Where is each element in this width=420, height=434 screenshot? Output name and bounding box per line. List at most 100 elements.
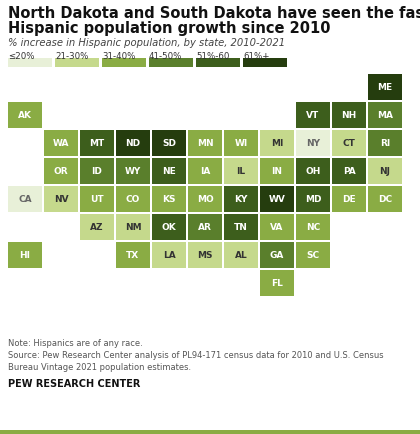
Bar bbox=[80, 158, 114, 184]
Bar bbox=[260, 158, 294, 184]
Bar bbox=[296, 130, 330, 156]
Text: ≤20%: ≤20% bbox=[8, 52, 34, 61]
Text: % increase in Hispanic population, by state, 2010-2021: % increase in Hispanic population, by st… bbox=[8, 38, 285, 48]
Text: WI: WI bbox=[234, 138, 248, 148]
Text: IA: IA bbox=[200, 167, 210, 175]
Text: 51%-60: 51%-60 bbox=[196, 52, 229, 61]
Bar bbox=[260, 130, 294, 156]
Bar bbox=[8, 242, 42, 268]
Text: NE: NE bbox=[162, 167, 176, 175]
Text: KS: KS bbox=[162, 194, 176, 204]
Bar bbox=[188, 214, 222, 240]
Text: MA: MA bbox=[377, 111, 393, 119]
Bar bbox=[8, 58, 52, 67]
Text: AL: AL bbox=[235, 250, 247, 260]
Bar bbox=[80, 214, 114, 240]
Text: ID: ID bbox=[92, 167, 102, 175]
Text: NH: NH bbox=[341, 111, 357, 119]
Text: DE: DE bbox=[342, 194, 356, 204]
Text: 61%+: 61%+ bbox=[243, 52, 270, 61]
Bar bbox=[368, 102, 402, 128]
Text: TN: TN bbox=[234, 223, 248, 231]
Bar bbox=[224, 130, 258, 156]
Text: OR: OR bbox=[54, 167, 68, 175]
Text: WA: WA bbox=[53, 138, 69, 148]
Bar bbox=[188, 242, 222, 268]
Text: AR: AR bbox=[198, 223, 212, 231]
Bar bbox=[368, 158, 402, 184]
Bar bbox=[152, 158, 186, 184]
Text: ME: ME bbox=[378, 82, 393, 92]
Bar bbox=[224, 214, 258, 240]
Text: KY: KY bbox=[234, 194, 248, 204]
Bar bbox=[102, 58, 146, 67]
Text: IN: IN bbox=[271, 167, 283, 175]
Bar bbox=[55, 58, 99, 67]
Bar bbox=[188, 186, 222, 212]
Text: RI: RI bbox=[380, 138, 390, 148]
Bar bbox=[224, 242, 258, 268]
Bar bbox=[8, 102, 42, 128]
Text: NJ: NJ bbox=[380, 167, 391, 175]
Text: 41-50%: 41-50% bbox=[149, 52, 182, 61]
Bar bbox=[332, 130, 366, 156]
Text: CA: CA bbox=[18, 194, 32, 204]
Text: PEW RESEARCH CENTER: PEW RESEARCH CENTER bbox=[8, 379, 140, 389]
Bar bbox=[152, 242, 186, 268]
Text: AK: AK bbox=[18, 111, 32, 119]
Bar bbox=[152, 214, 186, 240]
Bar bbox=[196, 58, 240, 67]
Bar bbox=[224, 186, 258, 212]
Bar bbox=[224, 158, 258, 184]
Text: MI: MI bbox=[271, 138, 283, 148]
Bar bbox=[149, 58, 193, 67]
Bar bbox=[368, 130, 402, 156]
Bar bbox=[296, 242, 330, 268]
Bar bbox=[188, 130, 222, 156]
Bar bbox=[80, 186, 114, 212]
Bar bbox=[44, 186, 78, 212]
Text: Note: Hispanics are of any race.
Source: Pew Research Center analysis of PL94-17: Note: Hispanics are of any race. Source:… bbox=[8, 339, 383, 372]
Text: 21-30%: 21-30% bbox=[55, 52, 88, 61]
Text: OH: OH bbox=[305, 167, 321, 175]
Bar bbox=[260, 242, 294, 268]
Bar bbox=[332, 158, 366, 184]
Bar bbox=[116, 158, 150, 184]
Bar bbox=[332, 186, 366, 212]
Text: TX: TX bbox=[126, 250, 139, 260]
Text: FL: FL bbox=[271, 279, 283, 287]
Bar bbox=[116, 242, 150, 268]
Text: NY: NY bbox=[306, 138, 320, 148]
Text: MS: MS bbox=[197, 250, 213, 260]
Text: UT: UT bbox=[90, 194, 104, 204]
Bar bbox=[243, 58, 287, 67]
Bar bbox=[296, 186, 330, 212]
Text: 31-40%: 31-40% bbox=[102, 52, 135, 61]
Bar bbox=[0, 430, 420, 434]
Bar bbox=[296, 102, 330, 128]
Text: North Dakota and South Dakota have seen the fastest: North Dakota and South Dakota have seen … bbox=[8, 6, 420, 21]
Text: NM: NM bbox=[125, 223, 141, 231]
Text: CT: CT bbox=[343, 138, 355, 148]
Text: NC: NC bbox=[306, 223, 320, 231]
Bar bbox=[188, 158, 222, 184]
Text: HI: HI bbox=[19, 250, 31, 260]
Text: VT: VT bbox=[306, 111, 320, 119]
Bar bbox=[152, 186, 186, 212]
Text: WY: WY bbox=[125, 167, 141, 175]
Bar bbox=[260, 186, 294, 212]
Text: WV: WV bbox=[268, 194, 286, 204]
Bar bbox=[116, 130, 150, 156]
Text: MD: MD bbox=[305, 194, 321, 204]
Bar bbox=[368, 74, 402, 100]
Bar bbox=[44, 158, 78, 184]
Bar bbox=[44, 130, 78, 156]
Bar bbox=[260, 214, 294, 240]
Text: NV: NV bbox=[54, 194, 68, 204]
Text: GA: GA bbox=[270, 250, 284, 260]
Text: CO: CO bbox=[126, 194, 140, 204]
Text: AZ: AZ bbox=[90, 223, 104, 231]
Text: LA: LA bbox=[163, 250, 176, 260]
Bar bbox=[116, 214, 150, 240]
Text: MN: MN bbox=[197, 138, 213, 148]
